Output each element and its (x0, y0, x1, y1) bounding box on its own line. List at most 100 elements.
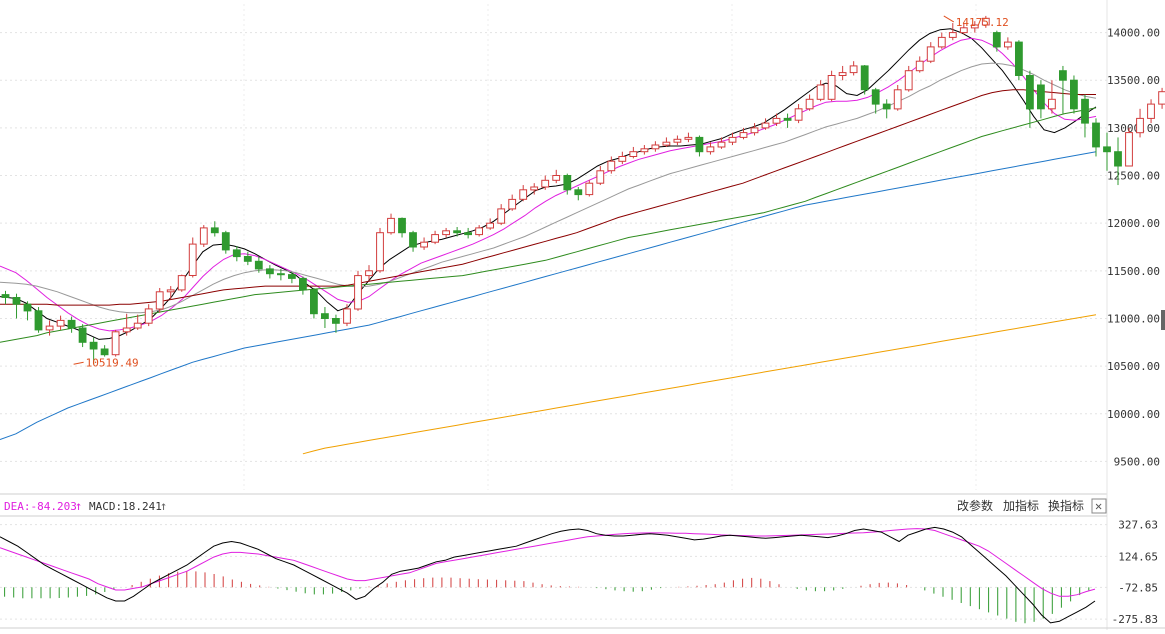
candle (1059, 65, 1067, 114)
candle-body (254, 260, 263, 270)
candle-body (398, 217, 406, 234)
candle-body (67, 319, 76, 329)
candle-body (277, 273, 285, 276)
ma-line-1 (0, 37, 1097, 332)
candle (67, 316, 76, 333)
candlesticks (1, 15, 1165, 365)
candle-body (651, 144, 660, 150)
candle (563, 173, 572, 195)
candle-body (497, 208, 506, 224)
macd-lines (0, 526, 1096, 624)
price-tick-label: 13500.00 (1107, 74, 1160, 87)
candle (45, 320, 54, 336)
dea-arrow-up-icon: ↑ (75, 499, 82, 513)
candle-body (563, 175, 572, 191)
ma-line-5 (0, 151, 1097, 440)
candle-body (442, 230, 451, 236)
candle-body (464, 232, 473, 236)
candle-body (78, 327, 87, 343)
candle (508, 194, 517, 211)
candle-body (915, 60, 924, 72)
candle-body (750, 127, 759, 134)
candle (717, 137, 726, 149)
candle-body (266, 268, 274, 275)
candle-body (574, 189, 583, 196)
macd-line-dea (0, 528, 1096, 597)
add-indicator-button[interactable]: 加指标 (1003, 498, 1039, 513)
candle (188, 237, 197, 278)
candle-body (1125, 132, 1133, 167)
candle (387, 213, 395, 235)
candle (926, 42, 935, 64)
candle-body (1136, 117, 1144, 134)
candle (199, 225, 208, 247)
price-tick-label: 13000.00 (1107, 122, 1160, 135)
candle (1, 290, 10, 305)
moving-average-lines (0, 28, 1097, 455)
switch-indicator-button[interactable]: 换指标 (1048, 498, 1084, 513)
price-y-axis: 9500.00 10000.00 10500.00 11000.00 11500.00 1… (1107, 27, 1160, 469)
candle-body (310, 289, 318, 315)
candle-body (805, 98, 814, 110)
candle (882, 99, 891, 119)
candle (904, 65, 913, 92)
candle (684, 132, 693, 143)
candle (1015, 40, 1023, 81)
price-tick-label: 14000.00 (1107, 27, 1160, 40)
candle (959, 23, 968, 35)
candle-body (629, 151, 638, 157)
candle (221, 230, 230, 254)
candle (122, 313, 131, 336)
candle (1026, 70, 1034, 128)
candle-body (1103, 146, 1111, 153)
candle-body (453, 230, 462, 234)
candle (365, 265, 373, 281)
candle-body (695, 136, 704, 153)
candle-body (1004, 41, 1012, 48)
candle (915, 56, 924, 73)
candle-body (508, 198, 517, 210)
price-annotations: 14175.12 10519.49 (73, 15, 1009, 369)
candle (321, 307, 329, 328)
candle-body (728, 136, 737, 143)
candle-body (673, 138, 682, 143)
candle-body (684, 136, 693, 140)
price-grid (0, 4, 1107, 490)
close-panel-button[interactable]: ✕ (1091, 498, 1107, 514)
candle-body (166, 289, 175, 293)
macd-tick-label: -275.83 (1112, 613, 1158, 626)
candle (552, 169, 561, 184)
candle-body (100, 348, 109, 356)
candle (893, 85, 902, 111)
candle (1125, 127, 1133, 167)
candle-body (706, 146, 715, 153)
candle (89, 337, 98, 365)
candle-body (596, 170, 605, 184)
candle-body (177, 275, 186, 291)
dea-legend: DEA:-84.203 (4, 500, 77, 513)
candle-body (144, 308, 153, 324)
candle-body (838, 72, 847, 76)
candle-body (1015, 41, 1023, 76)
candle (398, 217, 406, 238)
candle-body (343, 308, 351, 324)
candle (607, 156, 616, 174)
candle (519, 185, 528, 202)
candle-body (739, 132, 748, 138)
price-tick-label: 10500.00 (1107, 360, 1160, 373)
candle-body (926, 46, 935, 62)
candle-body (210, 227, 219, 234)
close-panel-box[interactable] (1091, 498, 1107, 514)
candle (530, 183, 539, 195)
macd-line-macd (0, 526, 1096, 624)
candle-body (12, 297, 21, 305)
change-params-button[interactable]: 改参数 (957, 498, 993, 513)
candle-body (1037, 84, 1045, 110)
candle (871, 87, 880, 114)
macd-legend: MACD:18.241 (89, 500, 162, 513)
candle (772, 113, 781, 126)
right-edge-handle[interactable] (1161, 310, 1165, 330)
close-icon[interactable]: ✕ (1095, 499, 1102, 513)
candle-body (188, 243, 197, 277)
